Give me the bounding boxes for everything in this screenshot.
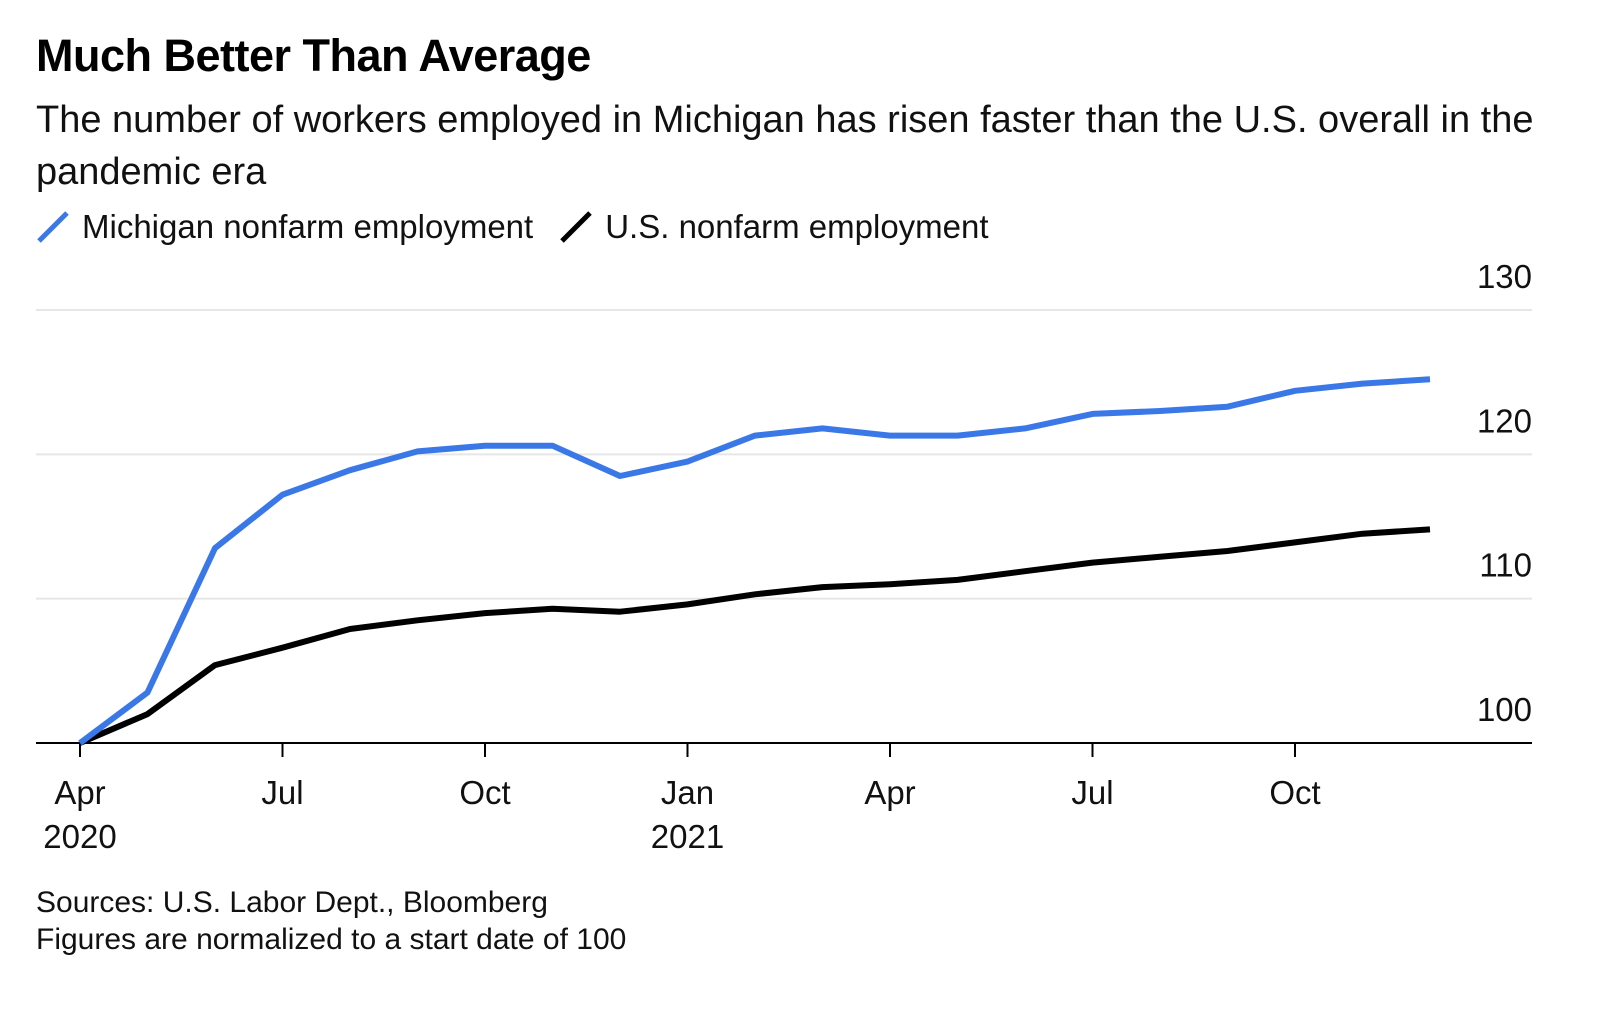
legend-label-us: U.S. nonfarm employment — [605, 208, 989, 245]
x-tick-label-6: Oct — [1269, 774, 1320, 811]
label-layer: 100 110 120 130 Apr 2020 Jul Oct Jan 2021 Apr Jul Oc… — [43, 258, 1532, 855]
x-tick-label-3: Jan — [661, 774, 714, 811]
axis-layer — [36, 742, 1532, 757]
series-line-michigan — [78, 376, 1431, 746]
legend-swatch-michigan — [37, 211, 69, 243]
y-tick-label-110: 110 — [1479, 547, 1532, 584]
x-tick-year-label-3: 2021 — [651, 818, 724, 855]
x-tick-label-0: Apr — [54, 774, 105, 811]
y-tick-label-100: 100 — [1477, 691, 1532, 728]
legend-swatch-us — [560, 211, 592, 243]
x-tick-label-1: Jul — [261, 774, 303, 811]
legend-item-us: U.S. nonfarm employment — [559, 208, 989, 246]
legend-item-michigan: Michigan nonfarm employment — [36, 208, 533, 246]
footer-note: Figures are normalized to a start date o… — [36, 923, 627, 956]
chart-title: Much Better Than Average — [36, 30, 591, 81]
y-tick-label-120: 120 — [1477, 402, 1532, 439]
x-tick-label-5: Jul — [1071, 774, 1113, 811]
chart-subtitle: The number of workers employed in Michig… — [36, 99, 1534, 193]
legend-label-michigan: Michigan nonfarm employment — [82, 208, 534, 245]
y-tick-label-130: 130 — [1477, 258, 1532, 295]
series-layer — [78, 376, 1431, 746]
x-tick-label-2: Oct — [459, 774, 510, 811]
line-chart: 100 110 120 130 Apr 2020 Jul Oct Jan 2021 Apr Jul Oc… — [36, 258, 1532, 855]
footer-sources: Sources: U.S. Labor Dept., Bloomberg — [36, 886, 548, 919]
series-line-us — [78, 526, 1431, 746]
x-tick-year-label-0: 2020 — [43, 818, 116, 855]
legend: Michigan nonfarm employment U.S. nonfarm… — [36, 208, 1015, 246]
x-tick-label-4: Apr — [864, 774, 915, 811]
grid-layer — [36, 309, 1532, 600]
footer: Sources: U.S. Labor Dept., Bloomberg Fig… — [36, 884, 626, 958]
